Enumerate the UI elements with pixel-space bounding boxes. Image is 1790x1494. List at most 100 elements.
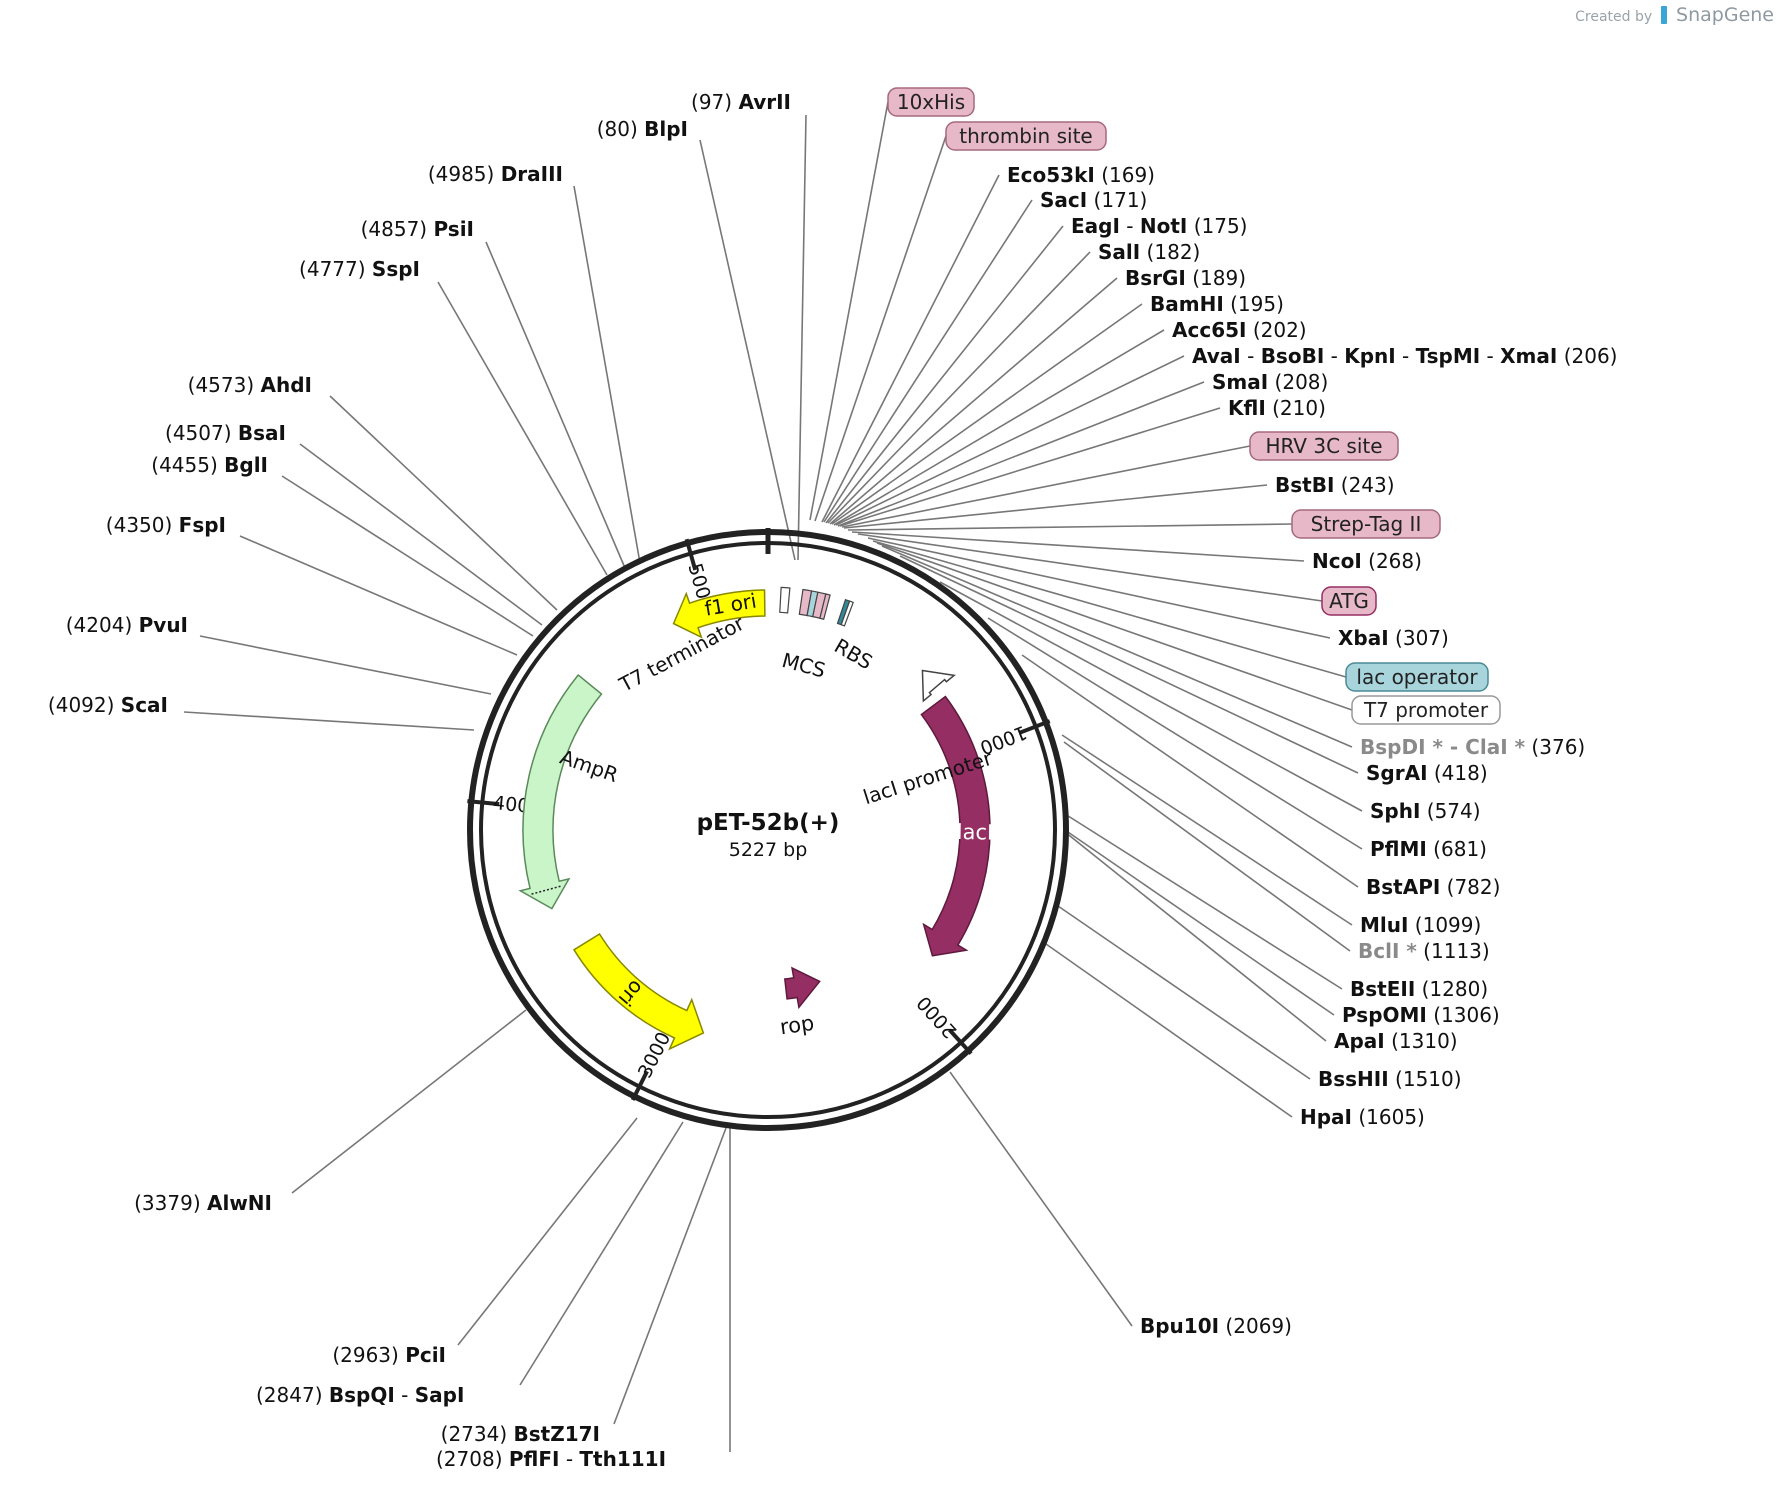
leader-line [851, 531, 1305, 562]
snapgene-watermark: Created by SnapGene [1575, 4, 1774, 26]
leader-line [829, 277, 1118, 525]
t7-terminator-box [779, 586, 791, 614]
site-label-right: BstAPI (782) [1366, 875, 1500, 899]
tick-label: 2000 [913, 992, 962, 1043]
leader-line [899, 555, 1359, 774]
leader-line [814, 135, 947, 522]
site-label-right: HpaI (1605) [1300, 1105, 1425, 1129]
leader-line [841, 445, 1251, 528]
watermark-created-by: Created by [1575, 9, 1653, 25]
ampr-arrow [518, 673, 603, 910]
site-label-left: (4092) ScaI [48, 693, 168, 717]
leader-line [797, 114, 807, 561]
leader-line [437, 281, 608, 576]
site-label-right: MluI (1099) [1360, 913, 1481, 937]
site-label-left: (2708) PflFI - Tth111I [436, 1447, 666, 1471]
feature-box [887, 87, 975, 117]
tick-mark [630, 1070, 649, 1101]
site-label-left: (4455) BglI [151, 453, 268, 477]
leader-line [1064, 813, 1343, 990]
leader-line [872, 540, 1347, 678]
f1-ori-arrow [672, 589, 766, 639]
site-label-left: (4985) DraIII [428, 162, 563, 186]
site-label-right: BstBI (243) [1275, 473, 1395, 497]
ampr-promoter-mark [531, 885, 561, 895]
rbs-box [840, 600, 854, 627]
site-label-left: (3379) AlwNI [134, 1191, 272, 1215]
feature-box-label: Strep-Tag II [1311, 512, 1422, 536]
leader-line [299, 443, 543, 626]
feature-box-label: HRV 3C site [1265, 434, 1382, 458]
leader-line [457, 1117, 638, 1346]
leader-line [519, 1121, 684, 1386]
leader-line [827, 251, 1091, 524]
site-label-right: PflMI (681) [1370, 837, 1487, 861]
ampr-label: AmpR [557, 745, 621, 787]
rop-arrow [783, 966, 821, 1010]
site-label-left: (4204) PvuI [66, 613, 188, 637]
site-label-left: (2847) BspQI - SapI [256, 1383, 464, 1407]
site-label-left: (97) AvrII [691, 90, 791, 114]
leader-line [881, 545, 1353, 748]
leader-line [329, 395, 558, 611]
feature-box-label: ATG [1329, 589, 1369, 613]
site-label-right: Eco53kI (169) [1007, 163, 1155, 187]
leader-line [485, 241, 626, 569]
site-label-right: BamHI (195) [1150, 292, 1284, 316]
feature-box [1321, 586, 1377, 616]
leader-line [843, 484, 1268, 529]
site-label-right: BstEII (1280) [1350, 977, 1488, 1001]
leader-line [949, 1071, 1133, 1327]
leader-line [1064, 831, 1327, 1042]
site-label-right: BsrGI (189) [1125, 266, 1246, 290]
site-label-right: SgrAI (418) [1366, 761, 1488, 785]
leader-line [199, 635, 492, 695]
feature-box [945, 121, 1107, 151]
leader-line [835, 355, 1185, 526]
site-label-right: PspOMI (1306) [1342, 1003, 1500, 1027]
laci-label: lacI [957, 820, 994, 845]
site-label-left: (4350) FspI [106, 513, 226, 537]
site-label-left: (2734) BstZ17I [441, 1422, 600, 1446]
site-label-right: XbaI (307) [1338, 626, 1449, 650]
leader-line [837, 381, 1205, 527]
site-label-right: NcoI (268) [1312, 549, 1422, 573]
leader-line [1064, 829, 1335, 1016]
watermark-brand: SnapGene [1676, 4, 1774, 26]
laci-arrow [920, 695, 991, 957]
leader-line [1021, 654, 1359, 888]
leader-line [1063, 741, 1351, 952]
leader-line [573, 185, 641, 564]
leader-line [1057, 905, 1311, 1080]
site-label-left: (4857) PsiI [361, 217, 474, 241]
rop-label: rop [778, 1011, 815, 1040]
ori-arrow [572, 933, 705, 1051]
mcs-label: MCS [779, 648, 828, 683]
site-label-right: SalI (182) [1098, 240, 1200, 264]
site-label-right: ApaI (1310) [1334, 1029, 1458, 1053]
leader-lines [183, 101, 1363, 1452]
site-label-right: EagI - NotI (175) [1071, 214, 1247, 238]
leader-line [833, 329, 1165, 526]
plasmid-size: 5227 bp [729, 839, 808, 861]
site-label-right: BclI * (1113) [1358, 939, 1490, 963]
tick-mark [684, 538, 698, 571]
site-label-left: (80) BlpI [597, 117, 688, 141]
leader-line [847, 523, 1293, 531]
leader-line [823, 199, 1033, 523]
site-label-right: Bpu10I (2069) [1140, 1314, 1292, 1338]
leader-line [839, 407, 1221, 527]
site-label-left: (2963) PciI [332, 1343, 446, 1367]
plasmid-name: pET-52b(+) [697, 810, 840, 836]
feature-box-label: T7 promoter [1363, 698, 1489, 722]
leader-line [291, 1009, 527, 1194]
site-label-right: SmaI (208) [1212, 370, 1328, 394]
site-label-right: SphI (574) [1370, 799, 1481, 823]
leader-line [857, 533, 1323, 602]
site-labels: (97) AvrII(80) BlpI (4985) DraIII (4857) P… [48, 87, 1617, 1471]
leader-line [821, 174, 1000, 523]
leader-line [876, 542, 1353, 711]
tick-mark [948, 1028, 973, 1055]
feature-box [1351, 695, 1501, 725]
